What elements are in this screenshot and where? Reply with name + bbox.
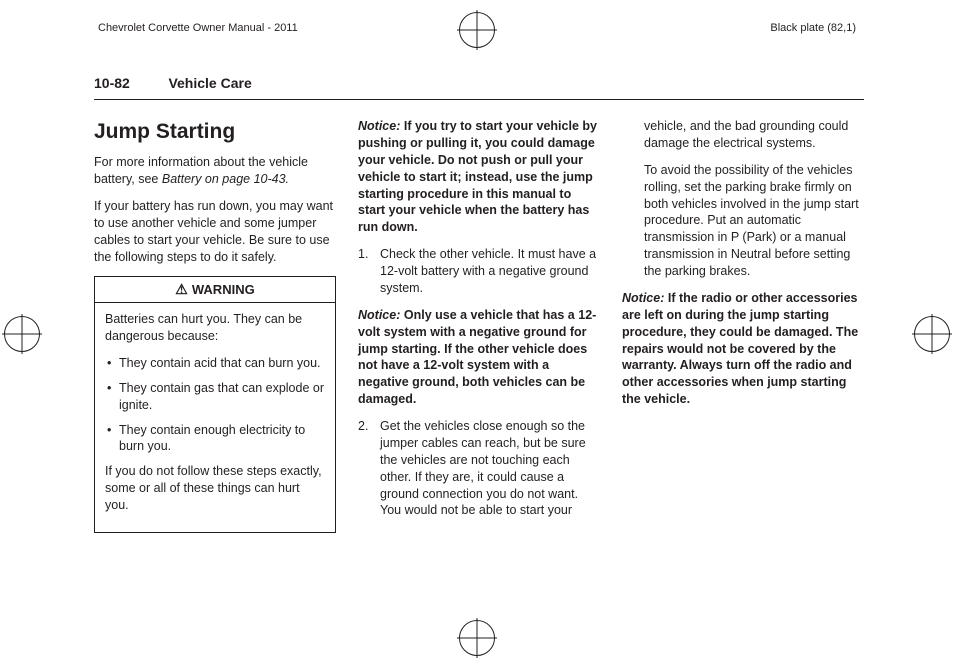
warning-outro: If you do not follow these steps exactly… <box>105 463 325 514</box>
paragraph: If your battery has run down, you may wa… <box>94 198 336 266</box>
step-list: Get the vehicles close enough so the jum… <box>358 418 600 519</box>
xref-battery: Battery on page 10-43. <box>162 172 289 186</box>
warning-label: WARNING <box>192 282 255 297</box>
warning-intro: Batteries can hurt you. They can be dang… <box>105 311 325 345</box>
notice-label: Notice: <box>358 308 400 322</box>
registration-mark-right <box>914 316 950 352</box>
page-number: 10-82 <box>94 75 164 91</box>
warning-item: They contain enough electricity to burn … <box>105 422 325 456</box>
intro-paragraph: For more information about the vehicle b… <box>94 154 336 188</box>
paragraph: To avoid the possibility of the vehicles… <box>622 162 864 280</box>
plate-label: Black plate (82,1) <box>770 22 856 34</box>
warning-icon: ⚠ <box>175 282 188 296</box>
chapter-title: Vehicle Care <box>168 75 251 91</box>
warning-item: They contain gas that can explode or ign… <box>105 380 325 414</box>
notice-label: Notice: <box>358 119 400 133</box>
step-list: Check the other vehicle. It must have a … <box>358 246 600 297</box>
section-heading: Jump Starting <box>94 118 336 146</box>
page-content: 10-82 Vehicle Care Jump Starting For mor… <box>94 75 864 533</box>
column-3: vehicle, and the bad grounding could dam… <box>622 118 864 533</box>
notice-paragraph: Notice: Only use a vehicle that has a 12… <box>358 307 600 408</box>
step-item: Check the other vehicle. It must have a … <box>358 246 600 297</box>
notice-paragraph: Notice: If you try to start your vehicle… <box>358 118 600 236</box>
warning-item: They contain acid that can burn you. <box>105 355 325 372</box>
doc-title: Chevrolet Corvette Owner Manual - 2011 <box>98 22 298 34</box>
notice-paragraph: Notice: If the radio or other accessorie… <box>622 290 864 408</box>
registration-mark-bottom <box>459 620 495 656</box>
step-item: Get the vehicles close enough so the jum… <box>358 418 600 519</box>
warning-header: ⚠ WARNING <box>95 277 335 304</box>
registration-mark-left <box>4 316 40 352</box>
column-1: Jump Starting For more information about… <box>94 118 336 533</box>
notice-label: Notice: <box>622 291 664 305</box>
warning-list: They contain acid that can burn you. The… <box>105 355 325 455</box>
step-continuation: vehicle, and the bad grounding could dam… <box>622 118 864 152</box>
warning-box: ⚠ WARNING Batteries can hurt you. They ca… <box>94 276 336 533</box>
columns: Jump Starting For more information about… <box>94 118 864 533</box>
page-header: 10-82 Vehicle Care <box>94 75 864 100</box>
registration-mark-top <box>459 12 495 48</box>
warning-body: Batteries can hurt you. They can be dang… <box>95 303 335 532</box>
column-2: Notice: If you try to start your vehicle… <box>358 118 600 533</box>
